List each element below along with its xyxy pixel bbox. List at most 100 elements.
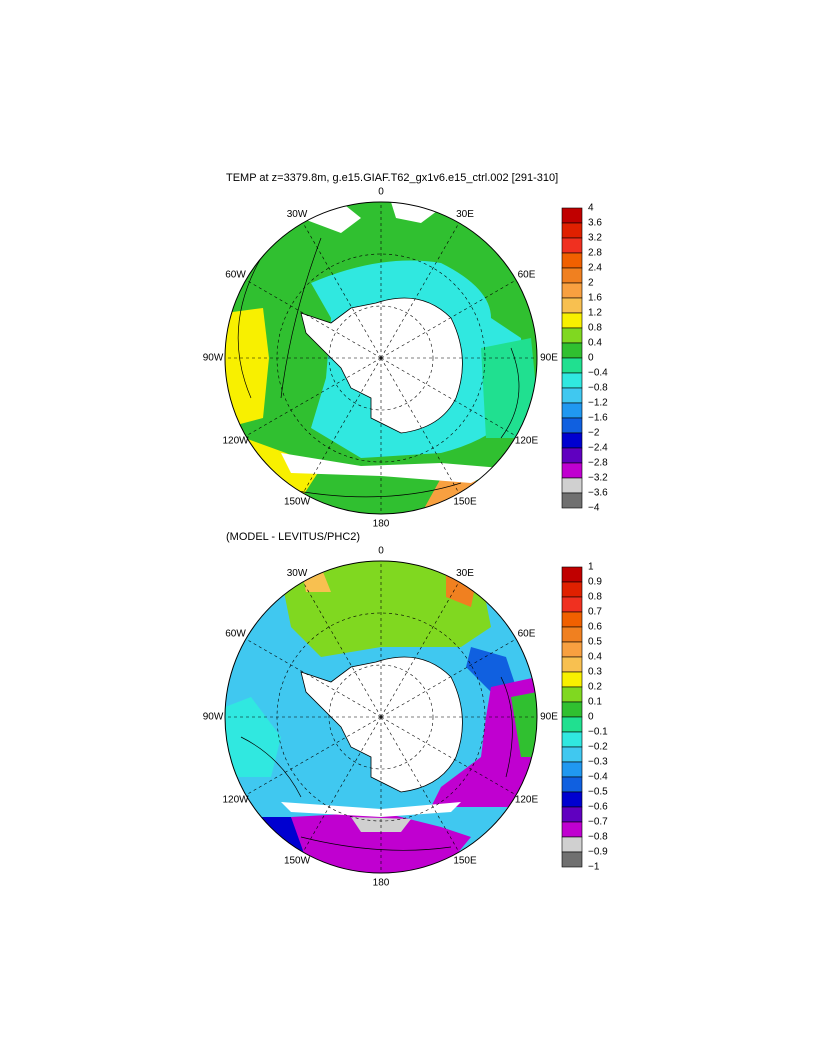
colorbar-label: 0.4 [588,338,602,349]
colorbar-box [561,267,583,284]
meridian-line [380,581,460,718]
colorbar-box [561,372,583,389]
colorbar-label: 1.6 [588,293,602,304]
longitude-label: 30E [456,568,474,579]
colorbar-label: 1.2 [588,308,602,319]
colorbar-label: −3.6 [588,488,608,499]
colorbar-box [561,477,583,494]
colorbar-label: 0.2 [588,682,602,693]
colorbar-label: 0 [588,353,594,364]
colorbar-box [561,821,583,838]
colorbar-label: 3.6 [588,218,602,229]
longitude-label: 120W [222,436,249,447]
colorbar-box [561,716,583,733]
longitude-label: 150W [284,855,311,866]
meridian-line [380,357,517,437]
colorbar-box [561,387,583,404]
longitude-label: 180 [373,519,390,530]
longitude-label: 0 [378,546,384,557]
colorbar-label: −0.4 [588,368,608,379]
colorbar-label: −0.8 [588,383,608,394]
latitude-line [328,664,434,770]
longitude-label: 150E [453,855,477,866]
colorbar-box [561,357,583,374]
colorbar-box [561,402,583,419]
meridian-line [302,716,382,853]
longitude-label: 60E [518,629,536,640]
colorbar-label: −4 [588,503,600,514]
colorbar-box [561,252,583,269]
colorbar-box [561,701,583,718]
map-panel: 0 30E 60E 90E 120E 150E 180 150W 120W 90W 60W 30W [203,187,559,530]
colorbar-label: −0.8 [588,832,608,843]
longitude-label: 120E [515,436,539,447]
colorbar-label: −0.5 [588,787,608,798]
colorbar-label: −2.8 [588,458,608,469]
colorbar-label: −2 [588,428,600,439]
map-boundary [224,201,538,515]
colorbar-box [561,731,583,748]
panel-title: TEMP at z=3379.8m, g.e15.GIAF.T62_gx1v6.… [226,172,558,184]
colorbar-box [561,746,583,763]
colorbar-label: 0.8 [588,323,602,334]
longitude-label: 30W [287,568,308,579]
colorbar-box [561,282,583,299]
colorbar-box [561,806,583,823]
colorbar-label: −3.2 [588,473,608,484]
colorbar-box [561,761,583,778]
longitude-label: 180 [373,878,390,889]
colorbar-label: 2 [588,278,594,289]
colorbar-box [561,417,583,434]
longitude-label: 120W [222,795,249,806]
colorbar-box [561,492,583,509]
colorbar-box [561,656,583,673]
colorbar-box [561,836,583,853]
colorbar-box [561,432,583,449]
meridian-line [380,222,460,359]
map-boundary [224,560,538,874]
colorbar-label: 0.9 [588,577,602,588]
colorbar-label: 0.8 [588,592,602,603]
field [225,202,537,514]
longitude-label: 30W [287,209,308,220]
colorbar-box [561,566,583,583]
latitude-line [328,305,434,411]
longitude-label: 30E [456,209,474,220]
colorbar-label: −0.2 [588,742,608,753]
longitude-label: 150W [284,496,311,507]
colorbar-label: −0.9 [588,847,608,858]
longitude-label: 60W [225,629,246,640]
colorbar-label: −1 [588,862,600,873]
meridian-line [245,716,382,796]
meridian-line [245,638,382,718]
meridian-line [245,357,382,437]
colorbar-box [561,327,583,344]
colorbar-box [561,626,583,643]
colorbar-box [561,222,583,239]
longitude-label: 90E [540,353,558,364]
meridian-line [302,357,382,494]
colorbar-label: −0.1 [588,727,608,738]
colorbar-label: −0.4 [588,772,608,783]
colorbar-box [561,851,583,868]
colorbar-label: 0.1 [588,697,602,708]
meridian-line [245,279,382,359]
colorbar-box [561,611,583,628]
colorbar-label: 1 [588,562,594,573]
colorbar-box [561,581,583,598]
colorbar-label: 0.4 [588,652,602,663]
colorbar-box [561,297,583,314]
colorbar-label: −2.4 [588,443,608,454]
map-panel: 0 30E 60E 90E 120E 150E 180 150W 120W 90W 60W 30W [203,546,559,889]
meridian-line [380,279,517,359]
colorbar-label: 0.5 [588,637,602,648]
colorbar-box [561,596,583,613]
colorbar-label: −1.2 [588,398,608,409]
longitude-label: 60E [518,270,536,281]
longitude-label: 150E [453,496,477,507]
colorbar-box [561,312,583,329]
panel-title: (MODEL - LEVITUS/PHC2) [226,531,360,543]
colorbar-label: 0.6 [588,622,602,633]
colorbar-label: −0.3 [588,757,608,768]
